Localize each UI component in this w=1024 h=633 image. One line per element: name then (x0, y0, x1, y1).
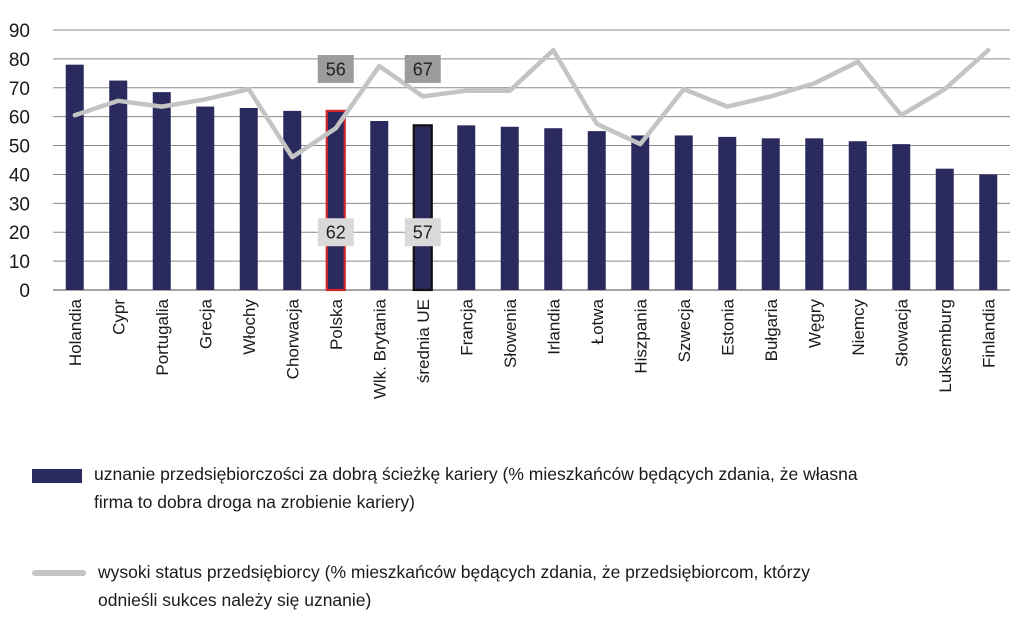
x-tick-label: Włochy (240, 299, 259, 355)
y-tick-label: 90 (9, 21, 30, 42)
bar (283, 110, 302, 290)
x-tick-label: Niemcy (849, 299, 868, 356)
x-tick-label: Słowacja (892, 298, 911, 367)
y-tick-label: 50 (9, 137, 30, 158)
x-tick-label: Hiszpania (631, 298, 650, 373)
y-tick-label: 30 (9, 194, 30, 215)
legend-line-label-line2: odnieśli sukces należy się uznanie) (98, 590, 372, 610)
chart-area: 0 10 20 30 40 50 60 70 80 90 56 62 67 57 Holandia Cyp… (9, 21, 1010, 399)
bar (674, 135, 693, 290)
bar (979, 174, 998, 290)
line-value-callout-box (317, 55, 354, 83)
bar (892, 144, 911, 290)
bar (848, 141, 867, 290)
line-value-callout-box (404, 55, 441, 83)
bar (412, 124, 433, 292)
x-tick-label: Bułgaria (762, 298, 781, 361)
x-tick-label: Cypr (109, 299, 128, 335)
bar (761, 138, 780, 290)
bar (718, 136, 737, 290)
y-tick-label: 60 (9, 108, 30, 129)
bar (500, 126, 519, 291)
line-series (72, 47, 991, 160)
x-tick-label: Węgry (805, 299, 824, 349)
y-tick-label: 20 (9, 223, 30, 244)
legend-item-bar: uznanie przedsiębiorczości za dobrą ście… (32, 460, 984, 516)
x-tick-label: Grecja (196, 298, 215, 349)
legend-item-line: wysoki status przedsiębiorcy (% mieszkań… (32, 558, 988, 614)
x-tick-label: Szwecja (675, 298, 694, 362)
bar (109, 80, 128, 290)
x-tick-label: Polska (327, 298, 346, 350)
x-tick-label: Estonia (718, 298, 737, 355)
line-value-callout: 67 (413, 60, 433, 80)
y-tick-label: 0 (19, 281, 30, 302)
y-tick-label: 80 (9, 50, 30, 71)
x-tick-label: Słowenia (501, 298, 520, 368)
legend-bar-label-line1: uznanie przedsiębiorczości za dobrą ście… (94, 464, 858, 484)
x-tick-label: Portugalia (153, 298, 172, 375)
bar-value-callout: 57 (413, 223, 433, 243)
line-value-callout: 56 (326, 60, 346, 80)
y-tick-label: 10 (9, 252, 30, 273)
bar (457, 125, 476, 290)
legend-line-swatch (32, 570, 86, 576)
bar (152, 92, 171, 290)
bar (370, 121, 389, 290)
bar (65, 64, 84, 291)
x-tick-label: Wlk. Brytania (370, 298, 389, 399)
x-tick-label: Łotwa (588, 298, 607, 344)
x-tick-label: średnia UE (414, 299, 433, 383)
x-tick-label: Finlandia (979, 298, 998, 368)
legend-bar-swatch (32, 469, 82, 483)
y-tick-label: 40 (9, 165, 30, 186)
x-tick-label: Chorwacja (283, 298, 302, 379)
bar (587, 131, 606, 290)
bar-value-callout: 62 (326, 223, 346, 243)
x-tick-label: Luksemburg (936, 299, 955, 393)
bar (544, 128, 563, 290)
bar-series (65, 64, 998, 292)
bar-value-callout-box (317, 218, 354, 247)
bar (935, 168, 954, 290)
bar-value-callout-box (404, 218, 441, 247)
x-tick-label: Irlandia (544, 298, 563, 354)
x-tick-label: Francja (457, 298, 476, 355)
legend-bar-label-line2: firma to dobra droga na zrobienie karier… (94, 492, 415, 512)
bar (805, 138, 824, 290)
bar (325, 109, 346, 292)
legend-line-label: wysoki status przedsiębiorcy (% mieszkań… (98, 558, 988, 614)
value-callouts: 56 62 67 57 (317, 55, 441, 247)
x-tick-label: Holandia (66, 298, 85, 366)
bar (239, 108, 258, 290)
x-axis-ticks: Holandia Cypr Portugalia Grecja Włochy Chorwa… (66, 298, 999, 399)
legend: uznanie przedsiębiorczości za dobrą ście… (32, 460, 992, 620)
bar (631, 135, 650, 290)
y-tick-label: 70 (9, 79, 30, 100)
legend-line-label-line1: wysoki status przedsiębiorcy (% mieszkań… (98, 562, 810, 582)
y-axis-ticks: 0 10 20 30 40 50 60 70 80 90 (9, 21, 30, 302)
bar (196, 106, 215, 290)
legend-bar-label: uznanie przedsiębiorczości za dobrą ście… (94, 460, 984, 516)
line-series-path (72, 47, 991, 160)
